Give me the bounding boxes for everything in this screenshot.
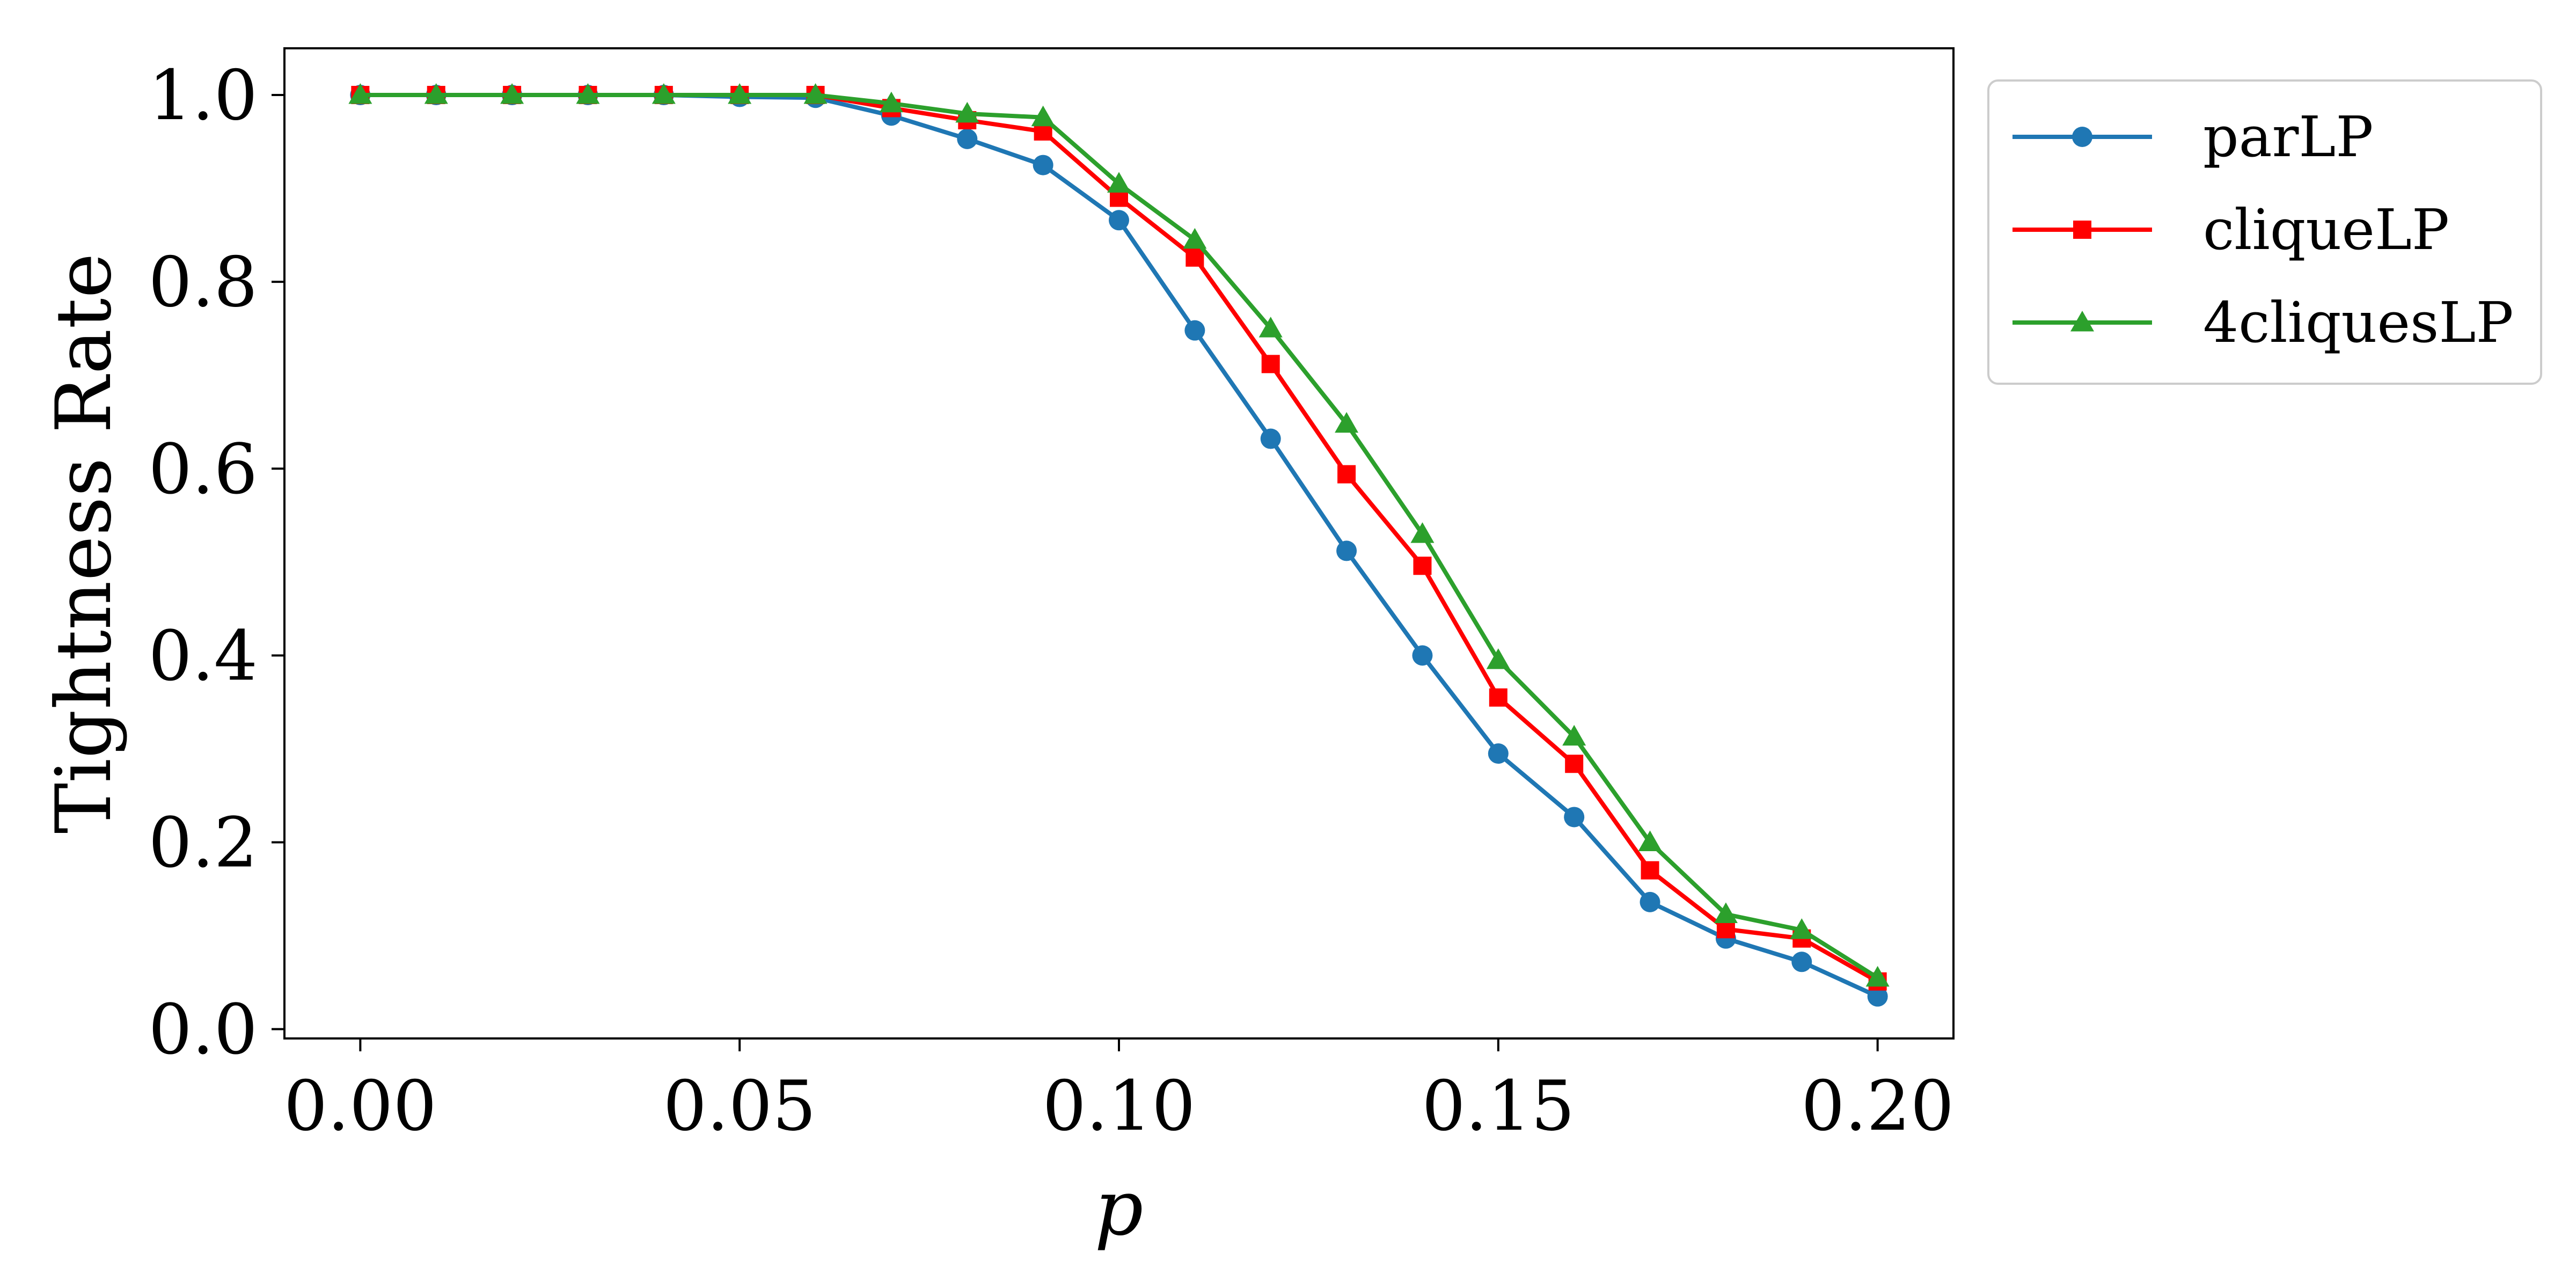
data-point-parLP <box>957 128 978 149</box>
data-point-parLP <box>1640 891 1660 912</box>
legend-box <box>1987 79 2542 385</box>
data-point-cliqueLP <box>1261 355 1280 374</box>
data-point-parLP <box>1412 645 1433 666</box>
legend-item: 4cliquesLP <box>2012 290 2513 355</box>
y-axis-label: Tightness Rate <box>40 253 128 834</box>
data-point-4cliquesLP <box>1790 918 1814 939</box>
legend-marker <box>2072 127 2092 147</box>
data-point-parLP <box>1488 743 1509 764</box>
data-point-parLP <box>1791 952 1812 972</box>
x-tick-label: 0.20 <box>1801 1066 1954 1146</box>
data-point-parLP <box>1260 428 1281 449</box>
data-point-cliqueLP <box>1185 248 1204 267</box>
legend-marker <box>2073 221 2091 239</box>
data-point-4cliquesLP <box>348 83 372 104</box>
data-point-parLP <box>1336 540 1357 561</box>
data-point-parLP <box>1867 986 1888 1007</box>
legend-label: parLP <box>2203 104 2373 170</box>
series-layer <box>348 83 1890 1007</box>
data-point-4cliquesLP <box>803 83 828 104</box>
y-tick-label: 0.4 <box>148 616 258 696</box>
data-point-4cliquesLP <box>1486 648 1510 669</box>
legend-label: cliqueLP <box>2203 197 2449 262</box>
y-tick-label: 0.8 <box>148 243 258 323</box>
x-tick-label: 0.15 <box>1422 1066 1575 1146</box>
data-point-4cliquesLP <box>879 91 903 113</box>
y-tick-label: 0.6 <box>148 429 258 509</box>
data-point-4cliquesLP <box>1714 902 1738 924</box>
data-point-cliqueLP <box>1337 465 1356 484</box>
series-4cliquesLP <box>348 83 1890 987</box>
y-tick-label: 1.0 <box>148 56 258 136</box>
data-point-4cliquesLP <box>500 83 524 104</box>
data-point-4cliquesLP <box>424 83 448 104</box>
data-point-cliqueLP <box>1489 688 1507 707</box>
legend-marker <box>2070 311 2094 332</box>
data-point-4cliquesLP <box>1865 965 1890 987</box>
data-point-4cliquesLP <box>576 83 600 104</box>
x-tick-label: 0.10 <box>1043 1066 1196 1146</box>
data-point-parLP <box>1109 210 1129 231</box>
data-point-4cliquesLP <box>728 83 752 104</box>
legend-item: cliqueLP <box>2012 197 2449 262</box>
y-tick-label: 0.2 <box>148 803 258 883</box>
data-point-4cliquesLP <box>1410 522 1435 543</box>
legend-label: 4cliquesLP <box>2203 290 2513 355</box>
data-point-4cliquesLP <box>1638 830 1662 851</box>
x-tick-label: 0.00 <box>284 1066 437 1146</box>
data-point-4cliquesLP <box>1183 228 1207 249</box>
y-axis-ticks: 0.0 0.2 0.4 0.6 0.8 1.0 <box>148 56 284 1070</box>
y-tick-label: 0.0 <box>148 990 258 1070</box>
x-axis-label: p <box>1095 1164 1144 1253</box>
data-point-cliqueLP <box>1565 755 1584 773</box>
data-point-4cliquesLP <box>1335 412 1359 433</box>
legend: parLP cliqueLP 4cliquesLP <box>1987 79 2542 385</box>
legend-item: parLP <box>2012 104 2373 170</box>
data-point-4cliquesLP <box>1258 317 1283 338</box>
data-point-parLP <box>1184 320 1205 341</box>
data-point-cliqueLP <box>1716 920 1735 939</box>
data-point-parLP <box>1564 807 1585 828</box>
data-point-cliqueLP <box>1641 861 1659 880</box>
data-point-4cliquesLP <box>1562 724 1586 746</box>
data-point-cliqueLP <box>1413 557 1432 575</box>
data-point-parLP <box>1033 155 1053 175</box>
data-point-4cliquesLP <box>1107 172 1131 193</box>
x-tick-label: 0.05 <box>663 1066 816 1146</box>
data-point-4cliquesLP <box>1031 105 1055 127</box>
data-point-4cliquesLP <box>955 101 979 123</box>
x-axis-ticks: 0.00 0.05 0.10 0.15 0.20 <box>284 1038 1954 1146</box>
data-point-4cliquesLP <box>652 83 676 104</box>
